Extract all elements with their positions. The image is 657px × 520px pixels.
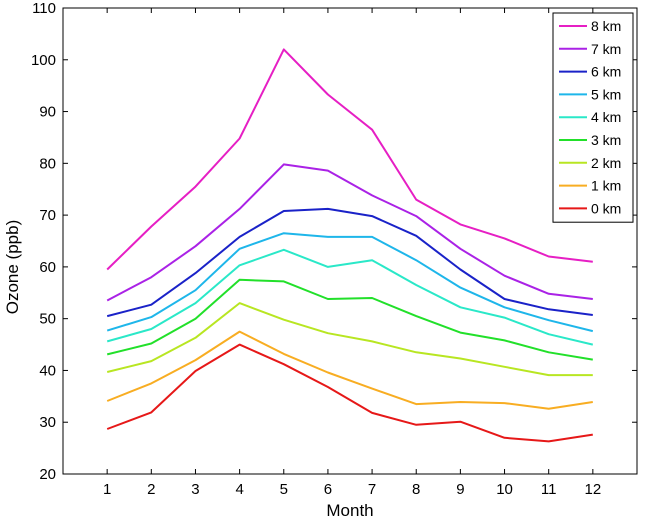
y-axis-title: Ozone (ppb) (3, 220, 22, 315)
legend-label: 4 km (591, 109, 621, 125)
y-tick-label: 20 (39, 466, 56, 483)
x-axis-title: Month (326, 501, 373, 520)
legend-label: 8 km (591, 18, 621, 34)
y-tick-label: 30 (39, 414, 56, 431)
x-tick-label: 4 (235, 481, 243, 498)
x-tick-label: 3 (191, 481, 199, 498)
series-line-8-km (106, 48, 593, 271)
series-line-4-km (106, 248, 594, 346)
series-line-6-km (106, 207, 593, 318)
y-tick-label: 80 (39, 155, 56, 172)
y-tick-label: 110 (32, 0, 56, 17)
plot-frame (62, 7, 638, 475)
x-tick-label: 7 (368, 481, 376, 498)
x-tick-label: 12 (585, 481, 602, 498)
legend-label: 2 km (591, 155, 621, 171)
legend-label: 6 km (591, 64, 621, 80)
x-tick-label: 11 (541, 481, 557, 498)
series-line-1-km (106, 330, 593, 410)
series-line-0-km (106, 343, 593, 443)
y-axis: 20 30 40 50 60 70 80 90 100 110 (31, 0, 637, 483)
y-tick-label: 60 (39, 259, 56, 276)
y-tick-label: 100 (31, 52, 56, 69)
series-lines (106, 48, 594, 443)
x-tick-label: 1 (103, 481, 111, 498)
x-tick-label: 6 (324, 481, 332, 498)
y-tick-label: 70 (39, 207, 56, 224)
series-line-3-km (106, 278, 593, 361)
x-tick-label: 9 (456, 481, 464, 498)
x-axis: 1 2 3 4 5 6 7 8 9 10 11 12 (103, 8, 601, 498)
series-line-7-km (106, 163, 593, 302)
legend-label: 5 km (591, 86, 621, 102)
y-tick-label: 40 (39, 362, 56, 379)
y-tick-label: 90 (39, 104, 56, 121)
x-tick-label: 2 (147, 481, 155, 498)
legend-label: 7 km (591, 41, 621, 57)
legend: 8 km 7 km 6 km 5 km 4 km 3 km 2 km 1 km 0 km (552, 12, 634, 223)
series-line-2-km (106, 302, 593, 377)
series-line-5-km (106, 232, 594, 333)
x-tick-label: 10 (496, 481, 513, 498)
y-tick-label: 50 (39, 311, 56, 328)
x-tick-label: 5 (280, 481, 288, 498)
legend-label: 3 km (591, 132, 621, 148)
legend-label: 0 km (591, 200, 621, 216)
plot-area-border (62, 7, 638, 475)
x-tick-label: 8 (412, 481, 420, 498)
legend-label: 1 km (591, 178, 621, 194)
